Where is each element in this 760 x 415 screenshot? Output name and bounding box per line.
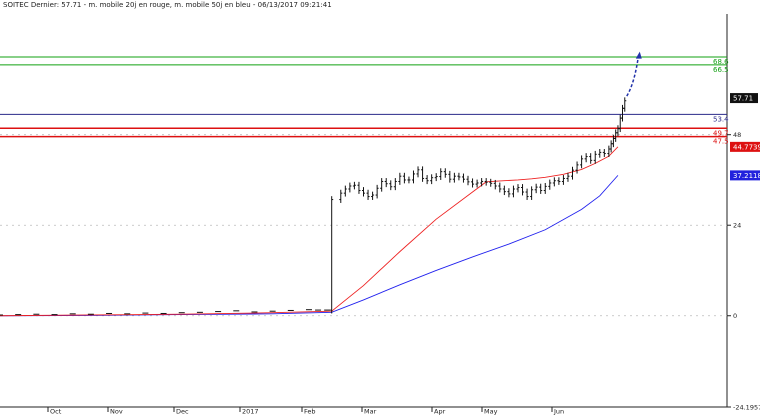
axis-ticks: 48 24 0 -24.1957 Oct Nov Dec 2017 Feb Mar Apr May Ju…: [47, 131, 760, 415]
x-tick-label: Jun: [553, 408, 564, 415]
chart-title: SOITEC Dernier: 57.71 - m. mobile 20j en…: [3, 1, 332, 9]
badge-label: 37.2118: [733, 172, 760, 180]
ma20-series: [0, 146, 619, 317]
x-tick-label: Nov: [110, 408, 123, 415]
level-label: 49.7: [713, 129, 729, 137]
grid-lines: [0, 134, 727, 317]
level-label: 47.5: [713, 138, 729, 146]
level-label: 68.6: [713, 58, 729, 66]
badge-box: [730, 141, 760, 152]
y-tick-label: 0: [733, 312, 737, 320]
badge-label: 57.71: [733, 95, 753, 103]
horizontal-levels: 68.666.5 53.4 49.747.5: [0, 56, 729, 146]
price-badges: 57.71 44.7739 37.2118: [730, 93, 760, 181]
badge-box: [730, 93, 758, 104]
projection-arrowhead: [635, 51, 642, 59]
chart-frame: [0, 14, 728, 408]
x-tick-label: 2017: [242, 408, 259, 415]
x-tick-label: Dec: [176, 408, 189, 415]
x-tick-label: Oct: [50, 408, 62, 415]
y-tick-label: 48: [733, 131, 741, 139]
ma50-line: [0, 175, 619, 317]
x-tick-label: May: [484, 408, 498, 415]
projection-arrow: [626, 53, 640, 97]
badge-box: [730, 170, 760, 181]
badge-label: 44.7739: [733, 143, 760, 151]
level-label: 53.4: [713, 115, 729, 123]
x-tick-label: Apr: [434, 408, 446, 415]
level-label: 66.5: [713, 66, 729, 74]
x-tick-label: Mar: [364, 408, 377, 415]
ma50-series: [0, 175, 619, 317]
ma20-line: [0, 146, 619, 317]
price-series: [0, 51, 642, 316]
x-tick-label: Feb: [304, 408, 316, 415]
y-tick-label: -24.1957: [733, 404, 760, 412]
y-tick-label: 24: [733, 222, 741, 230]
